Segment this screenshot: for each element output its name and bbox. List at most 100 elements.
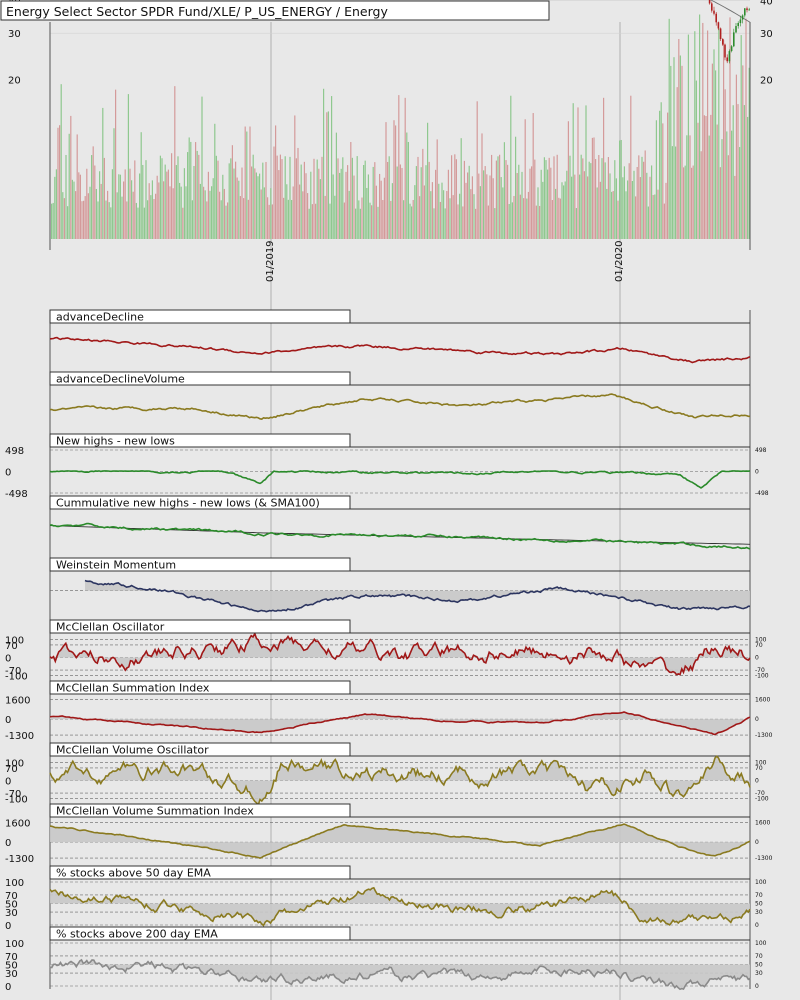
volume-bar xyxy=(118,174,120,239)
volume-bar xyxy=(575,208,577,239)
panel-title-box xyxy=(49,433,351,448)
volume-bar xyxy=(228,163,230,239)
volume-bar xyxy=(100,183,102,239)
volume-bar xyxy=(278,170,280,239)
volume-bar xyxy=(198,154,200,239)
volume-bar xyxy=(551,200,553,239)
panel-title: advanceDecline xyxy=(56,311,144,324)
volume-bar xyxy=(377,206,379,239)
volume-bar xyxy=(436,139,438,239)
volume-bar xyxy=(675,146,677,239)
volume-bar xyxy=(215,155,217,239)
volume-bar xyxy=(142,164,144,239)
volume-bar xyxy=(628,163,630,239)
volume-bar xyxy=(519,194,521,239)
volume-bar xyxy=(499,154,501,239)
volume-bar xyxy=(182,207,184,239)
volume-bar xyxy=(65,154,67,239)
volume-bar xyxy=(630,95,632,239)
panel-title-box xyxy=(49,742,351,757)
volume-bar xyxy=(399,164,401,239)
volume-bar xyxy=(241,167,243,239)
candle-body xyxy=(722,39,724,45)
volume-bar xyxy=(655,120,657,239)
volume-bar xyxy=(255,172,257,239)
volume-bar xyxy=(726,131,728,239)
volume-bar xyxy=(348,190,350,239)
candle-body xyxy=(717,22,720,29)
volume-bar xyxy=(707,30,709,239)
panel-tick-right: 0 xyxy=(755,655,759,662)
volume-bar xyxy=(660,102,662,239)
volume-bar xyxy=(646,172,648,239)
volume-bar xyxy=(366,187,368,239)
volume-bar xyxy=(332,174,334,239)
panel-series-line xyxy=(49,522,751,550)
candle-body xyxy=(730,46,733,52)
candle-body xyxy=(748,9,750,11)
volume-bar xyxy=(715,70,717,239)
volume-bar xyxy=(473,194,475,239)
volume-bar xyxy=(227,202,229,239)
volume-bar xyxy=(691,167,693,239)
panel-area-fill xyxy=(50,633,750,675)
panel-tick-left: -100 xyxy=(5,794,28,805)
volume-bar xyxy=(695,80,697,239)
volume-bar xyxy=(409,203,411,239)
indicator-panel-8 xyxy=(49,742,751,807)
candle-body xyxy=(711,3,713,11)
volume-bar xyxy=(644,150,646,239)
volume-bar xyxy=(286,184,288,239)
volume-bar xyxy=(455,159,457,239)
volume-bar xyxy=(167,169,169,239)
volume-bar xyxy=(139,173,141,239)
panel-tick-left: 50 xyxy=(5,961,18,972)
volume-bar xyxy=(475,208,477,239)
panel-tick-left: -70 xyxy=(5,789,21,800)
volume-bar xyxy=(231,145,233,239)
volume-bar xyxy=(116,192,118,239)
volume-bar xyxy=(732,105,734,240)
volume-bar xyxy=(729,17,731,240)
volume-bar xyxy=(271,204,273,239)
panel-tick-left: 70 xyxy=(5,641,18,652)
volume-bar xyxy=(555,188,557,239)
volume-bar xyxy=(287,199,289,239)
price-tick-right-5: 30 xyxy=(760,29,773,40)
volume-bar xyxy=(151,180,153,239)
volume-bar xyxy=(625,191,627,239)
volume-bar xyxy=(339,172,341,239)
main-title-box xyxy=(0,0,550,21)
volume-bar xyxy=(401,167,403,239)
volume-bar xyxy=(636,166,638,239)
panel-title: McClellan Summation Index xyxy=(56,682,210,695)
panel-tick-left: -498 xyxy=(5,489,28,500)
volume-bar xyxy=(652,194,654,239)
volume-bar xyxy=(185,186,187,239)
volume-bar xyxy=(566,170,568,239)
volume-bar xyxy=(356,156,358,239)
panel-tick-left: 70 xyxy=(5,891,18,902)
volume-bar xyxy=(425,165,427,239)
volume-bar xyxy=(311,204,313,239)
volume-bar xyxy=(545,160,547,239)
volume-bar xyxy=(492,178,494,239)
panel-tick-left: 1600 xyxy=(5,695,30,706)
panel-area-fill xyxy=(50,756,750,805)
volume-bar xyxy=(337,158,339,239)
volume-bar xyxy=(627,180,629,239)
volume-bar xyxy=(190,141,192,239)
volume-bar xyxy=(647,206,649,239)
volume-bar xyxy=(276,155,278,239)
volume-bar xyxy=(169,186,171,239)
indicator-panel-2 xyxy=(49,371,751,434)
volume-bar xyxy=(108,202,110,239)
volume-bar xyxy=(95,188,97,239)
volume-bar xyxy=(598,155,600,239)
panel-title-box xyxy=(49,803,351,818)
volume-bar xyxy=(697,122,699,239)
volume-bar xyxy=(705,116,707,239)
volume-bar xyxy=(94,165,96,239)
panel-tick-right: 0 xyxy=(755,839,759,846)
